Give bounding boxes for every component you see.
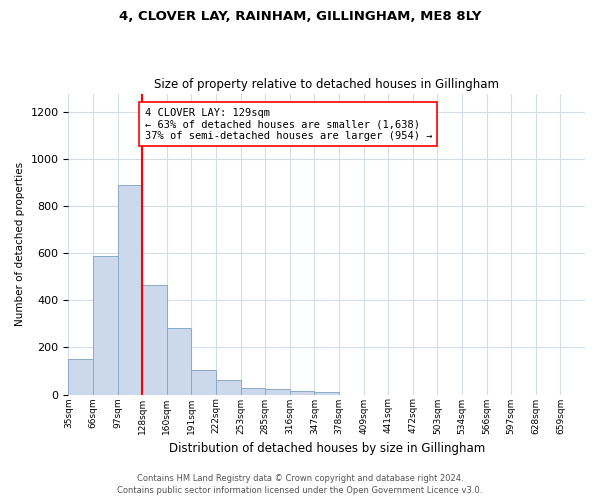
Bar — [216, 380, 241, 394]
X-axis label: Distribution of detached houses by size in Gillingham: Distribution of detached houses by size … — [169, 442, 485, 455]
Bar — [68, 359, 93, 394]
Bar — [314, 392, 339, 394]
Text: Contains HM Land Registry data © Crown copyright and database right 2024.
Contai: Contains HM Land Registry data © Crown c… — [118, 474, 482, 495]
Bar — [118, 184, 142, 394]
Bar — [142, 285, 167, 395]
Y-axis label: Number of detached properties: Number of detached properties — [15, 162, 25, 326]
Bar — [93, 256, 118, 394]
Bar — [191, 370, 216, 394]
Bar — [290, 391, 314, 394]
Text: 4, CLOVER LAY, RAINHAM, GILLINGHAM, ME8 8LY: 4, CLOVER LAY, RAINHAM, GILLINGHAM, ME8 … — [119, 10, 481, 23]
Title: Size of property relative to detached houses in Gillingham: Size of property relative to detached ho… — [154, 78, 499, 91]
Bar — [265, 390, 290, 394]
Bar — [167, 328, 191, 394]
Text: 4 CLOVER LAY: 129sqm
← 63% of detached houses are smaller (1,638)
37% of semi-de: 4 CLOVER LAY: 129sqm ← 63% of detached h… — [145, 108, 432, 141]
Bar — [241, 388, 265, 394]
